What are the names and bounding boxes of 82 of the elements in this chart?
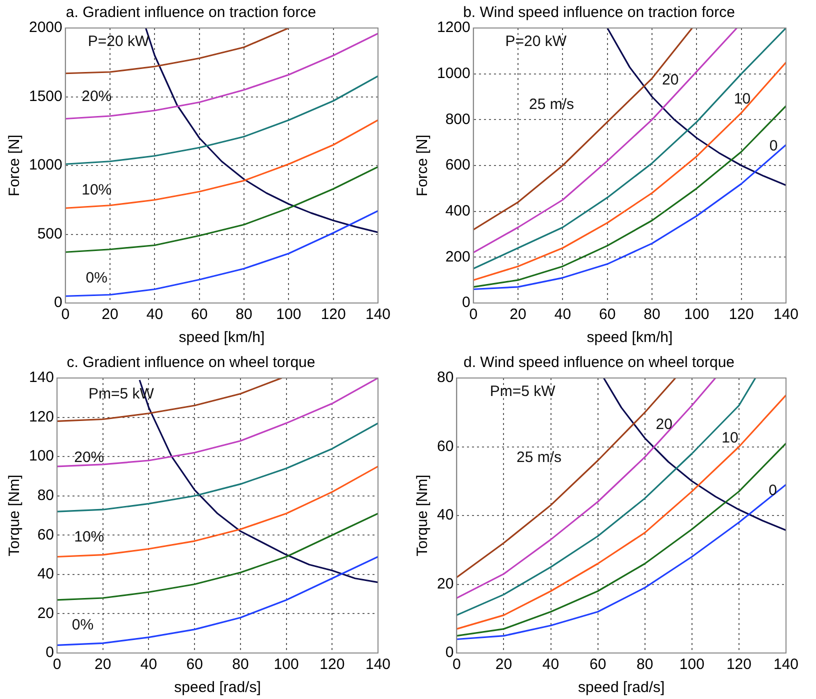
x-tick-label: 140 [365, 306, 391, 324]
x-tick-label: 60 [589, 656, 606, 674]
y-tick-label: 200 [445, 248, 470, 266]
y-tick-label: 80 [37, 487, 54, 504]
y-tick-label: 0 [462, 294, 470, 312]
y-axis-title: Torque [Nm] [414, 474, 432, 556]
y-tick-label: 0 [445, 644, 454, 662]
chart-title: c. Gradient influence on wheel torque [66, 354, 316, 372]
y-tick-label: 500 [37, 225, 62, 242]
x-tick-label: 100 [276, 306, 302, 324]
x-tick-label: 120 [320, 306, 346, 324]
y-tick-label: 140 [28, 369, 54, 386]
x-tick-label: 60 [599, 306, 616, 324]
x-tick-label: 120 [726, 656, 752, 674]
x-tick-label: 40 [140, 656, 158, 674]
x-tick-label: 100 [684, 306, 710, 324]
y-tick-label: 20 [436, 575, 454, 592]
x-tick-label: 100 [274, 656, 299, 674]
x-tick-label: 40 [554, 306, 572, 324]
y-tick-label: 100 [28, 448, 54, 465]
x-tick-label: 40 [146, 306, 164, 324]
y-tick-label: 0 [46, 644, 54, 662]
annotation: 0% [86, 269, 108, 286]
x-tick-label: 120 [320, 656, 345, 674]
annotation: 10% [82, 181, 112, 198]
x-tick-label: 120 [728, 306, 754, 324]
y-tick-label: 0 [54, 294, 62, 312]
annotation: 25 m/s [516, 448, 562, 466]
y-tick-label: 1000 [436, 64, 470, 82]
y-axis-title: Force [N] [414, 134, 432, 196]
annotation: 0% [72, 616, 94, 634]
annotation: 0 [768, 482, 777, 499]
x-tick-label: 140 [365, 656, 391, 674]
x-axis-title: speed [km/h] [586, 329, 673, 346]
x-tick-label: 40 [542, 656, 560, 674]
y-tick-label: 60 [37, 526, 54, 544]
x-tick-label: 80 [236, 306, 252, 324]
y-tick-label: 1200 [436, 19, 470, 36]
y-tick-label: 400 [445, 202, 470, 220]
x-tick-label: 20 [102, 306, 118, 324]
annotation: 10 [734, 90, 751, 108]
y-tick-label: 20 [37, 604, 54, 622]
annotation: 20% [82, 88, 112, 105]
x-tick-label: 20 [94, 656, 112, 674]
x-tick-label: 60 [191, 306, 208, 324]
annotation: 25 m/s [529, 96, 574, 114]
y-tick-label: 40 [37, 566, 54, 583]
x-tick-label: 80 [644, 306, 660, 324]
annotation: 10 [722, 430, 738, 447]
x-tick-label: 100 [679, 656, 704, 674]
x-tick-label: 140 [773, 306, 799, 324]
annotation: P=20 kW [505, 32, 568, 50]
chart-title: d. Wind speed influence on wheel torque [463, 354, 735, 372]
y-tick-label: 60 [436, 438, 454, 455]
annotation: Pm=5 kW [490, 382, 556, 400]
x-tick-label: 140 [773, 656, 799, 674]
annotation: 10% [74, 528, 104, 546]
x-axis-title: speed [km/h] [178, 329, 265, 346]
chart-title: b. Wind speed influence on traction force [463, 4, 735, 22]
y-tick-label: 2000 [28, 19, 62, 36]
y-tick-label: 1500 [28, 88, 62, 105]
x-tick-label: 20 [495, 656, 512, 674]
y-tick-label: 40 [436, 506, 454, 524]
y-tick-label: 1000 [28, 156, 62, 174]
x-axis-title: speed [rad/s] [174, 679, 261, 696]
y-tick-label: 120 [28, 408, 54, 426]
annotation: 0 [769, 137, 778, 154]
y-tick-label: 800 [445, 110, 470, 128]
annotation: 20 [662, 71, 679, 88]
chart-title: a. Gradient influence on traction force [66, 4, 316, 22]
x-tick-label: 20 [510, 306, 526, 324]
y-axis-title: Torque [Nm] [6, 474, 24, 556]
annotation: P=20 kW [88, 32, 150, 50]
x-tick-label: 80 [636, 656, 654, 674]
x-tick-label: 80 [232, 656, 249, 674]
y-axis-title: Force [N] [6, 134, 24, 196]
annotation: 20 [656, 416, 672, 433]
x-tick-label: 60 [186, 656, 203, 674]
x-axis-title: speed [rad/s] [578, 679, 665, 696]
y-tick-label: 600 [445, 156, 470, 174]
y-tick-label: 80 [436, 369, 454, 386]
annotation: 20% [74, 448, 104, 466]
